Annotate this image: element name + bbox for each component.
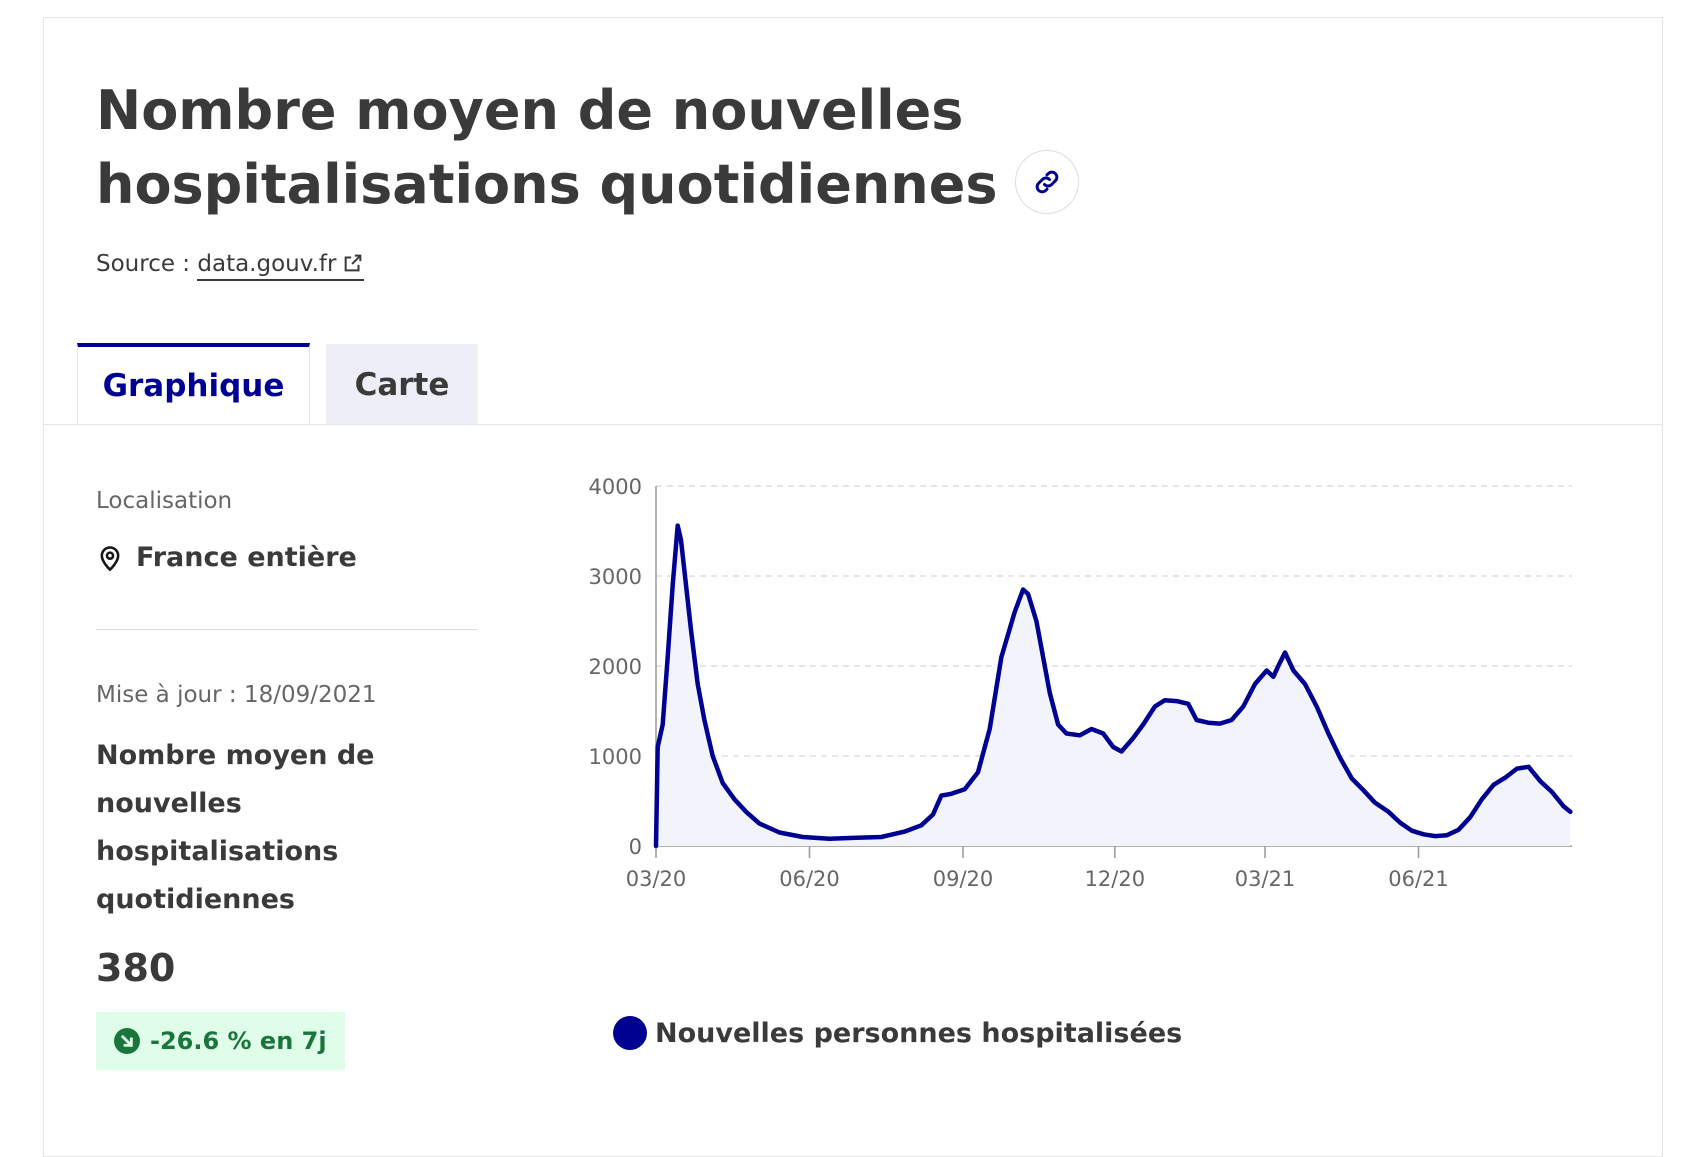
- link-icon: [1036, 171, 1059, 194]
- y-tick-label: 2000: [589, 655, 642, 679]
- legend-swatch: [613, 1016, 647, 1050]
- x-tick-label: 06/20: [779, 867, 840, 891]
- sidebar: Localisation France entière Mise à jour …: [96, 488, 481, 1070]
- tab-divider: [44, 424, 1662, 425]
- page-title: Nombre moyen de nouvelles hospitalisatio…: [96, 74, 1396, 222]
- chart-legend: Nouvelles personnes hospitalisées: [613, 1016, 1182, 1050]
- tab-carte[interactable]: Carte: [326, 344, 478, 425]
- arrow-down-right-icon: [114, 1028, 140, 1054]
- tab-graphique[interactable]: Graphique: [77, 343, 310, 425]
- external-link-icon: [345, 254, 362, 272]
- kpi-value: 380: [96, 946, 176, 990]
- copy-link-button[interactable]: [1015, 150, 1080, 215]
- location-label: Localisation: [96, 488, 233, 514]
- location-selector[interactable]: France entière: [96, 542, 481, 573]
- series-area: [656, 525, 1571, 846]
- legend-label: Nouvelles personnes hospitalisées: [655, 1017, 1183, 1049]
- location-value: France entière: [136, 542, 357, 573]
- tab-list: Graphique Carte: [77, 343, 478, 425]
- series-line: [653, 523, 1573, 849]
- y-tick-label: 1000: [589, 745, 642, 769]
- y-tick-label: 4000: [589, 475, 642, 499]
- source-prefix: Source :: [96, 251, 198, 277]
- map-pin-icon: [100, 545, 120, 571]
- x-tick-label: 03/20: [626, 867, 687, 891]
- update-date: Mise à jour : 18/09/2021: [96, 682, 377, 708]
- x-tick-label: 12/20: [1085, 867, 1146, 891]
- trend-badge: -26.6 % en 7j: [96, 1012, 345, 1070]
- source-link[interactable]: data.gouv.fr: [197, 251, 365, 281]
- x-tick-label: 09/20: [933, 867, 994, 891]
- source-link-text: data.gouv.fr: [197, 251, 337, 277]
- x-tick-label: 06/21: [1388, 867, 1449, 891]
- y-tick-label: 0: [629, 835, 642, 859]
- chart-card: Nombre moyen de nouvelles hospitalisatio…: [43, 17, 1663, 1157]
- x-tick-label: 03/21: [1235, 867, 1296, 891]
- line-chart: 0 1000 2000 3000 4000 03/20 06/20 09/20 12/20 03/…: [589, 475, 1573, 891]
- page-title-text: Nombre moyen de nouvelles hospitalisatio…: [96, 79, 998, 216]
- y-tick-label: 3000: [589, 565, 642, 589]
- sidebar-divider: [96, 629, 477, 630]
- kpi-title: Nombre moyen de nouvelles hospitalisatio…: [96, 740, 375, 915]
- source-line: Source : data.gouv.fr: [96, 251, 365, 281]
- trend-text: -26.6 % en 7j: [150, 1027, 327, 1055]
